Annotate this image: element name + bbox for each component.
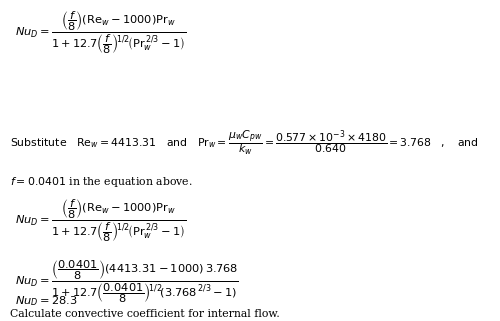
Text: $Nu_D = \dfrac{\left(\dfrac{f}{8}\right)(\mathrm{Re}_w-1000)\mathrm{Pr}_w}{1+12.: $Nu_D = \dfrac{\left(\dfrac{f}{8}\right)… [15,197,186,244]
Text: Calculate convective coefficient for internal flow.: Calculate convective coefficient for int… [10,309,280,319]
Text: $\mathrm{Substitute} \quad \mathrm{Re}_w = 4413.31 \quad \mathrm{and} \quad \mat: $\mathrm{Substitute} \quad \mathrm{Re}_w… [10,128,478,157]
Text: $f=0.0401$ in the equation above.: $f=0.0401$ in the equation above. [10,175,192,189]
Text: $Nu_D = \dfrac{\left(\dfrac{0.0401}{8}\right)(4413.31-1000)\,3.768}{1+12.7\left(: $Nu_D = \dfrac{\left(\dfrac{0.0401}{8}\r… [15,258,239,305]
Text: $Nu_D = 28.3$: $Nu_D = 28.3$ [15,294,78,308]
Text: $Nu_D = \dfrac{\left(\dfrac{f}{8}\right)(\mathrm{Re}_w-1000)\mathrm{Pr}_w}{1+12.: $Nu_D = \dfrac{\left(\dfrac{f}{8}\right)… [15,10,186,56]
